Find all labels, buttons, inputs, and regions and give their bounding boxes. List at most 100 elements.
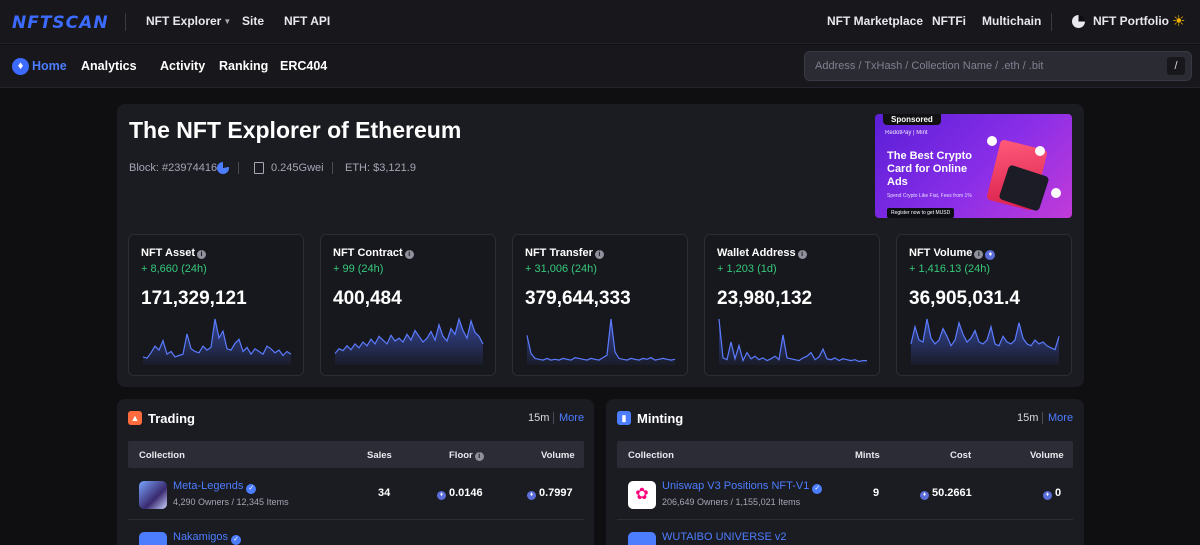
divider xyxy=(1042,412,1043,424)
ad-brand: RedotPay | Mint xyxy=(885,130,928,136)
volume-amount: 0 xyxy=(1055,487,1062,499)
block-number[interactable]: Block: #23974416 xyxy=(129,162,218,174)
volume-value: ♦ 0.7997 xyxy=(527,487,573,500)
search-input[interactable] xyxy=(815,52,1155,80)
minting-more-link[interactable]: More xyxy=(1048,412,1074,424)
info-icon[interactable]: i xyxy=(594,250,604,259)
minting-title: Minting xyxy=(637,411,684,426)
stat-title-label: NFT Transfer xyxy=(525,247,593,259)
stat-card-nft-contract[interactable]: NFT Contract i + 99 (24h) 400,484 xyxy=(320,234,496,376)
stat-delta: + 8,660 (24h) xyxy=(141,263,207,275)
stat-value: 379,644,333 xyxy=(525,288,631,309)
collection-name-label: Uniswap V3 Positions NFT-V1 xyxy=(662,480,810,492)
nav-nft-marketplace[interactable]: NFT Marketplace xyxy=(827,14,924,28)
sponsored-ad-banner[interactable]: Sponsored RedotPay | Mint The Best Crypt… xyxy=(875,114,1072,218)
nav-nftfi[interactable]: NFTFi xyxy=(932,14,966,28)
stat-delta: + 1,203 (1d) xyxy=(717,263,777,275)
collection-thumbnail xyxy=(628,532,656,545)
divider xyxy=(553,412,554,424)
table-row[interactable]: Nakamigos ✓ xyxy=(128,521,584,545)
table-row[interactable]: ✿ Uniswap V3 Positions NFT-V1 ✓ 206,649 O… xyxy=(617,470,1073,520)
info-icon[interactable]: i xyxy=(974,250,984,259)
interval-selector[interactable]: 15m xyxy=(1017,412,1039,424)
col-volume[interactable]: Volume xyxy=(1030,450,1064,461)
stat-title-label: NFT Asset xyxy=(141,247,195,259)
main-navbar: ♦ Home Analytics Activity Ranking ERC404… xyxy=(0,45,1200,88)
col-floor-label: Floor xyxy=(449,450,473,461)
sparkline-line xyxy=(910,318,1060,351)
sales-value: 34 xyxy=(378,487,391,499)
search-shortcut-key: / xyxy=(1167,57,1185,75)
fire-icon: ▲ xyxy=(128,411,142,425)
stat-title: Wallet Address i xyxy=(717,247,807,259)
trading-panel: ▲ Trading 15m More Collection Sales Floo… xyxy=(117,399,594,545)
nav-site[interactable]: Site xyxy=(242,14,265,28)
tab-ranking[interactable]: Ranking xyxy=(219,59,269,73)
info-icon[interactable]: i xyxy=(797,250,807,259)
info-icon[interactable]: i xyxy=(404,250,414,259)
interval-selector[interactable]: 15m xyxy=(528,412,550,424)
table-header: Collection Mints Cost Volume xyxy=(617,441,1073,468)
nav-nft-explorer[interactable]: NFT Explorer ▼ xyxy=(146,14,231,28)
nav-nft-api[interactable]: NFT API xyxy=(284,14,331,28)
eth-coin-icon: ♦ xyxy=(1043,491,1052,500)
stat-value: 171,329,121 xyxy=(141,288,247,309)
col-floor[interactable]: Floor i xyxy=(449,450,484,461)
collection-name[interactable]: WUTAIBO UNIVERSE v2 xyxy=(662,531,787,543)
floor-value: ♦ 0.0146 xyxy=(437,487,483,500)
trading-more-link[interactable]: More xyxy=(559,412,585,424)
floor-amount: 0.0146 xyxy=(449,487,483,499)
tab-activity[interactable]: Activity xyxy=(160,59,206,73)
stat-card-nft-volume[interactable]: NFT Volume i ♦ + 1,416.13 (24h) 36,905,031… xyxy=(896,234,1072,376)
collection-name[interactable]: Meta-Legends ✓ xyxy=(173,480,257,494)
info-icon[interactable]: i xyxy=(197,250,206,259)
sparkline-area xyxy=(719,319,867,365)
tab-analytics[interactable]: Analytics xyxy=(81,59,137,73)
collection-name[interactable]: Nakamigos ✓ xyxy=(173,531,242,545)
col-collection: Collection xyxy=(139,450,185,461)
info-icon[interactable]: i xyxy=(474,452,484,461)
ad-register-button[interactable]: Register now to get MUSD xyxy=(887,208,955,218)
theme-toggle-sun-icon[interactable]: ☀ xyxy=(1172,13,1186,30)
collection-name[interactable]: Uniswap V3 Positions NFT-V1 ✓ xyxy=(662,480,823,494)
col-sales[interactable]: Sales xyxy=(367,450,392,461)
collection-thumbnail xyxy=(139,481,167,509)
divider xyxy=(332,162,333,174)
tab-erc404[interactable]: ERC404 xyxy=(280,59,328,73)
col-cost[interactable]: Cost xyxy=(950,450,972,461)
nav-nft-portfolio[interactable]: NFT Portfolio xyxy=(1093,14,1169,28)
col-mints[interactable]: Mints xyxy=(855,450,880,461)
stat-value: 400,484 xyxy=(333,288,402,309)
eth-price: ETH: $3,121.9 xyxy=(345,162,416,174)
ad-coin-icon xyxy=(1051,188,1061,198)
stat-card-nft-asset[interactable]: NFT Asset i + 8,660 (24h) 171,329,121 xyxy=(128,234,304,376)
top-bar: NFTSCAN NFT Explorer ▼ Site NFT API NFT M… xyxy=(0,0,1200,44)
nftscan-logo[interactable]: NFTSCAN xyxy=(12,13,109,33)
table-row[interactable]: WUTAIBO UNIVERSE v2 xyxy=(617,521,1073,545)
stat-title: NFT Contract i xyxy=(333,247,414,259)
tab-home[interactable]: Home xyxy=(32,59,67,73)
eth-coin-icon: ♦ xyxy=(437,491,446,500)
col-volume[interactable]: Volume xyxy=(541,450,575,461)
stat-card-wallet-address[interactable]: Wallet Address i + 1,203 (1d) 23,980,132 xyxy=(704,234,880,376)
chevron-down-icon: ▼ xyxy=(223,17,232,26)
sparkline-chart xyxy=(526,318,676,365)
col-collection: Collection xyxy=(628,450,674,461)
stat-card-nft-transfer[interactable]: NFT Transfer i + 31,006 (24h) 379,644,333 xyxy=(512,234,688,376)
stat-title: NFT Volume i ♦ xyxy=(909,247,996,260)
sparkline-chart xyxy=(718,318,867,365)
ethereum-icon[interactable]: ♦ xyxy=(12,58,29,75)
sparkline-line xyxy=(334,316,484,354)
ad-subtext: Spend Crypto Like Fiat, Fees from 1% xyxy=(887,193,972,199)
sparkline-area xyxy=(335,319,483,365)
divider xyxy=(125,13,126,31)
divider xyxy=(238,162,239,174)
stat-title-label: Wallet Address xyxy=(717,247,796,259)
table-header: Collection Sales Floor i Volume xyxy=(128,441,584,468)
portfolio-pie-icon xyxy=(1072,15,1085,28)
stat-title-label: NFT Contract xyxy=(333,247,403,259)
nav-multichain[interactable]: Multichain xyxy=(982,14,1042,28)
volume-amount: 0.7997 xyxy=(539,487,573,499)
table-row[interactable]: Meta-Legends ✓ 4,290 Owners / 12,345 Item… xyxy=(128,470,584,520)
ad-coin-icon xyxy=(987,136,997,146)
